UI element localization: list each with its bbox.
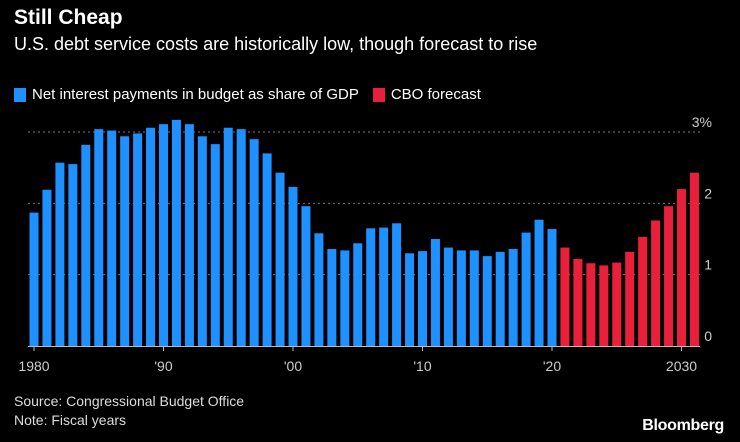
legend-item-cbo-forecast: CBO forecast — [372, 86, 481, 103]
bar-net-interest — [521, 232, 531, 346]
x-tick-label: '90 — [154, 358, 172, 374]
x-tick-label: '20 — [543, 358, 561, 374]
bar-net-interest — [392, 223, 402, 346]
bar-net-interest — [405, 253, 415, 346]
bar-net-interest — [353, 243, 363, 346]
bar-cbo-forecast — [612, 262, 622, 346]
bar-cbo-forecast — [638, 236, 648, 346]
bar-net-interest — [107, 130, 117, 346]
bar-cbo-forecast — [625, 251, 635, 346]
x-tick-label: '10 — [413, 358, 431, 374]
x-tick-label: '00 — [284, 358, 302, 374]
bar-net-interest — [42, 189, 52, 346]
bar-net-interest — [469, 250, 479, 346]
bar-net-interest — [443, 247, 453, 346]
bar-net-interest — [210, 144, 220, 346]
bar-cbo-forecast — [573, 258, 583, 346]
bar-cbo-forecast — [599, 265, 609, 346]
legend-item-net-interest: Net interest payments in budget as share… — [14, 86, 359, 103]
bar-net-interest — [430, 239, 440, 346]
y-tick-label: 1 — [704, 257, 712, 273]
bar-net-interest — [68, 164, 78, 346]
y-tick-label: 0 — [704, 328, 712, 344]
bar-net-interest — [508, 248, 518, 346]
bar-net-interest — [81, 144, 91, 346]
bar-net-interest — [94, 129, 104, 346]
source-note: Source: Congressional Budget Office — [14, 393, 245, 409]
bar-net-interest — [366, 228, 376, 346]
bar-net-interest — [379, 227, 389, 346]
bar-net-interest — [249, 139, 259, 346]
bloomberg-logo: Bloomberg — [642, 417, 724, 434]
legend: Net interest payments in budget as share… — [14, 86, 495, 103]
bar-net-interest — [262, 153, 272, 346]
bar-net-interest — [327, 248, 337, 346]
bar-net-interest — [301, 206, 311, 346]
chart-subtitle: U.S. debt service costs are historically… — [14, 34, 538, 54]
bar-net-interest — [275, 172, 285, 346]
legend-label-net-interest: Net interest payments in budget as share… — [32, 86, 359, 103]
bar-net-interest — [120, 136, 130, 346]
bar-net-interest — [456, 250, 466, 346]
bar-net-interest — [29, 212, 39, 346]
bar-net-interest — [482, 256, 492, 346]
bar-net-interest — [197, 136, 207, 346]
y-tick-label: 2 — [704, 185, 712, 201]
bar-net-interest — [236, 129, 246, 346]
bar-net-interest — [495, 251, 505, 346]
legend-swatch-net-interest — [14, 87, 26, 102]
chart-title: Still Cheap — [14, 6, 123, 29]
bar-net-interest — [223, 127, 233, 346]
bar-net-interest — [133, 133, 143, 346]
bar-cbo-forecast — [664, 206, 674, 346]
bar-net-interest — [340, 250, 350, 346]
bar-cbo-forecast — [651, 220, 661, 346]
legend-swatch-cbo-forecast — [372, 87, 385, 102]
bar-cbo-forecast — [689, 172, 699, 346]
bar-net-interest — [159, 124, 168, 346]
bar-net-interest — [184, 124, 194, 346]
bar-net-interest — [146, 127, 156, 346]
bar-cbo-forecast — [677, 189, 686, 346]
bar-cbo-forecast — [586, 263, 596, 346]
x-tick-label: 1980 — [18, 358, 49, 374]
bar-net-interest — [534, 219, 544, 346]
fiscal-note: Note: Fiscal years — [14, 412, 127, 428]
y-tick-label: 3% — [692, 114, 712, 130]
bar-cbo-forecast — [560, 247, 570, 346]
bar-net-interest — [55, 162, 65, 346]
x-tick-label: 2030 — [666, 358, 697, 374]
bar-net-interest — [288, 186, 298, 346]
legend-label-cbo-forecast: CBO forecast — [390, 86, 481, 103]
bar-net-interest — [314, 233, 324, 346]
bar-net-interest — [171, 119, 181, 346]
bar-net-interest — [418, 251, 427, 346]
bar-net-interest — [547, 229, 557, 346]
